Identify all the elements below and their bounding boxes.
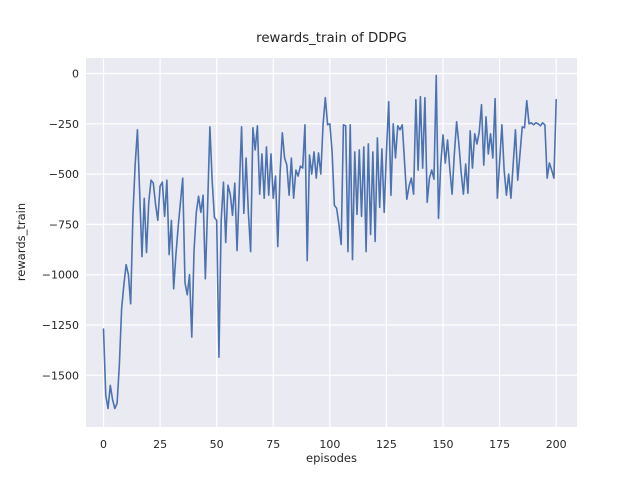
y-axis-label-text: rewards_train: [14, 202, 28, 282]
x-axis-label: episodes: [306, 451, 357, 465]
y-tick-label: −1000: [42, 269, 79, 282]
x-tick-label: 125: [376, 438, 397, 451]
x-tick-label: 0: [100, 438, 107, 451]
x-tick-label: 25: [153, 438, 167, 451]
y-tick-label: −1250: [42, 319, 79, 332]
y-tick-label: −750: [49, 218, 79, 231]
x-tick-label: 150: [433, 438, 454, 451]
y-tick-label: −500: [49, 168, 79, 181]
x-tick-label: 100: [319, 438, 340, 451]
y-tick-label: −250: [49, 118, 79, 131]
series-line-rewards_train: [102, 74, 558, 410]
x-tick-label: 175: [489, 438, 510, 451]
y-tick-label: −1500: [42, 369, 79, 382]
chart-title: rewards_train of DDPG: [256, 31, 407, 46]
x-tick-label: 200: [546, 438, 567, 451]
x-tick-label: 75: [266, 438, 280, 451]
x-tick-label: 50: [210, 438, 224, 451]
y-tick-label: 0: [72, 68, 79, 81]
